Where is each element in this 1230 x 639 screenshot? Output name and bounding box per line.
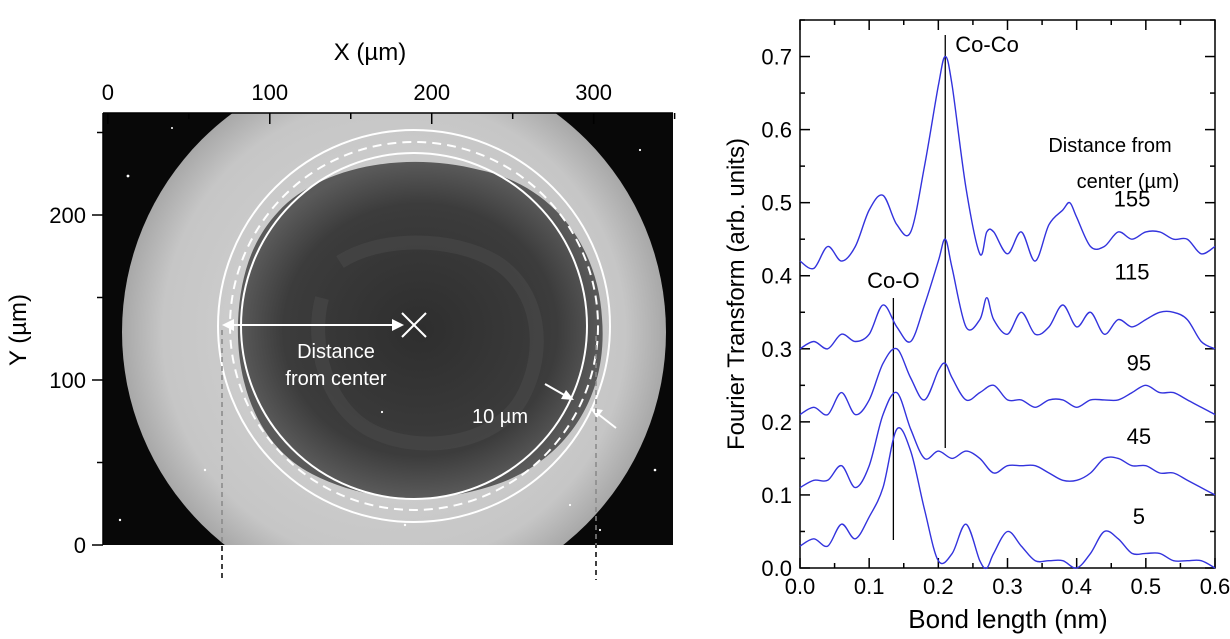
chart-y-axis-label: Fourier Transform (arb. units) (723, 138, 750, 450)
left-y-tick-label: 200 (49, 203, 86, 228)
chart-y-tick-label: 0.4 (761, 264, 792, 289)
series-label-155: 155 (1114, 186, 1151, 211)
co-co-annotation: Co-Co (955, 32, 1019, 57)
left-x-tick-label: 300 (575, 80, 612, 105)
distance-arrow (222, 319, 404, 331)
chart-y-tick-label: 0.0 (761, 556, 792, 581)
series-label-45: 45 (1127, 424, 1151, 449)
series-line-95 (799, 347, 1216, 416)
left-y-tick-label: 100 (49, 368, 86, 393)
chart-x-tick-label: 0.0 (785, 574, 816, 599)
left-x-tick-label: 100 (251, 80, 288, 105)
chart-x-tick-label: 0.3 (992, 574, 1023, 599)
series-line-155 (799, 55, 1216, 270)
outer-circle (217, 129, 611, 523)
chart-ticks: 0.0 0.1 0.2 0.3 0.4 0.5 0.6 0.0 0.1 0.2 0.3 0.4 0.5 0… (761, 19, 1230, 599)
series-label-5: 5 (1133, 504, 1145, 529)
plot-frame (799, 19, 1216, 569)
series-line-5 (799, 427, 1216, 570)
ring-width-arrows (544, 383, 617, 429)
center-cross-marker (401, 312, 427, 338)
inner-ring-stain (311, 235, 544, 451)
series-line-45 (799, 391, 1216, 496)
chart-y-tick-label: 0.7 (761, 45, 792, 70)
distance-annotation-line1: Distance (297, 341, 375, 363)
series-line-115 (799, 238, 1216, 350)
left-y-axis: 0 100 200 Y (µm) (5, 113, 104, 558)
micrograph-panel: Distance from center 10 µm 0 100 200 300 X … (5, 39, 676, 580)
chart-series (799, 55, 1216, 570)
series-label-95: 95 (1127, 351, 1151, 376)
distance-annotation-line2: from center (285, 368, 386, 390)
series-label-115: 115 (1114, 259, 1149, 284)
left-y-tick-label: 0 (74, 533, 86, 558)
legend-title-line1: Distance from (1048, 135, 1171, 157)
peak-marker-lines: Co-Co Co-O (867, 32, 1019, 540)
left-y-axis-label: Y (µm) (5, 294, 32, 366)
chart-x-tick-label: 0.2 (923, 574, 954, 599)
chart-x-axis-label: Bond length (nm) (908, 604, 1107, 634)
star-speckles (118, 127, 657, 532)
chart-y-tick-label: 0.3 (761, 337, 792, 362)
micrograph-image (118, 113, 666, 545)
chart-x-tick-label: 0.1 (854, 574, 885, 599)
chart-y-tick-label: 0.2 (761, 410, 792, 435)
left-x-axis: 0 100 200 300 X (µm) (102, 39, 676, 124)
legend-title-line2: center (µm) (1077, 171, 1180, 193)
chart-y-tick-label: 0.6 (761, 118, 792, 143)
chart-x-tick-label: 0.6 (1200, 574, 1230, 599)
chart-y-tick-label: 0.5 (761, 191, 792, 216)
left-x-tick-label: 0 (102, 80, 114, 105)
left-x-axis-label: X (µm) (334, 39, 406, 66)
chart-x-tick-label: 0.5 (1131, 574, 1162, 599)
chart-x-tick-label: 0.4 (1061, 574, 1092, 599)
series-labels: 155 115 95 45 5 (1114, 186, 1152, 529)
ring-width-label: 10 µm (472, 406, 528, 428)
left-x-tick-label: 200 (413, 80, 450, 105)
co-o-annotation: Co-O (867, 268, 920, 293)
chart-y-tick-label: 0.1 (761, 483, 792, 508)
ft-chart: 0.0 0.1 0.2 0.3 0.4 0.5 0.6 0.0 0.1 0.2 0.3 0.4 0.5 0… (723, 19, 1230, 634)
